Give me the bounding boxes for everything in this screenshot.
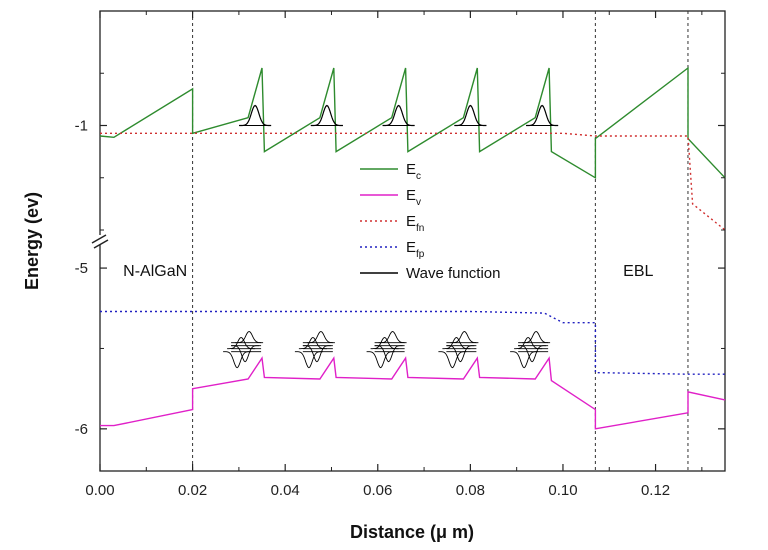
region-boundaries	[192, 11, 689, 471]
legend: Ec Ev Efn Efp Wave function	[360, 161, 501, 282]
legend-label-4: Wave function	[406, 265, 501, 282]
series-e-fn	[100, 132, 726, 231]
series-layer	[99, 66, 726, 430]
y-tick-label-0: -1	[75, 118, 88, 135]
region-label-ebl: EBL	[623, 263, 653, 280]
y-axis-title: Energy (ev)	[22, 192, 42, 290]
x-tick-label-6: 0.12	[641, 482, 670, 499]
x-tick-label-4: 0.08	[456, 482, 485, 499]
legend-label-3: Efp	[406, 239, 425, 260]
x-tick-label-0: 0.00	[85, 482, 114, 499]
series-e-c	[99, 66, 726, 180]
region-label-n-algan: N-AlGaN	[123, 263, 187, 280]
legend-label-0: Ec	[406, 161, 421, 182]
wave-function-layer	[223, 104, 559, 369]
y-tick-label-1: -5	[75, 260, 88, 277]
x-tick-label-2: 0.04	[271, 482, 300, 499]
x-tick-label-5: 0.10	[548, 482, 577, 499]
y-tick-label-2: -6	[75, 421, 88, 438]
x-tick-label-1: 0.02	[178, 482, 207, 499]
series-e-v	[100, 356, 726, 430]
x-axis-title: Distance (μ m)	[350, 522, 474, 542]
legend-label-1: Ev	[406, 187, 421, 208]
axis-ticks: 0.00 0.02 0.04 0.06 0.08 0.10 0.12 -1 -5 -6	[75, 11, 725, 499]
legend-label-2: Efn	[406, 213, 424, 234]
y-axis-break-mark	[91, 234, 109, 249]
x-tick-label-3: 0.06	[363, 482, 392, 499]
